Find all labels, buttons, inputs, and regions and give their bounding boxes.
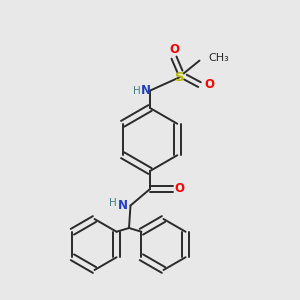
Text: N: N <box>118 199 128 212</box>
Text: H: H <box>109 197 116 208</box>
Text: CH₃: CH₃ <box>208 53 229 63</box>
Text: H: H <box>133 85 140 96</box>
Text: N: N <box>140 84 151 97</box>
Text: O: O <box>204 78 214 91</box>
Text: O: O <box>174 182 184 196</box>
Text: S: S <box>175 70 185 84</box>
Text: O: O <box>169 43 179 56</box>
